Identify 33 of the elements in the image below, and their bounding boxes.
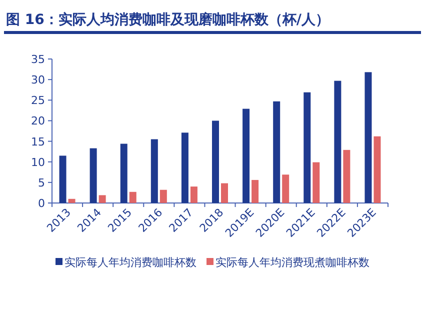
- bar: [150, 139, 158, 203]
- y-tick-label: 5: [38, 176, 45, 190]
- bar: [59, 156, 66, 203]
- bar: [120, 144, 128, 203]
- bar: [90, 148, 97, 203]
- bar: [181, 132, 188, 203]
- bar: [160, 190, 167, 203]
- bar: [252, 180, 259, 203]
- y-tick-label: 15: [31, 135, 45, 148]
- y-tick-label: 20: [31, 114, 45, 128]
- bar: [343, 150, 350, 203]
- chart-title: 图 16：实际人均消费咖啡及现磨咖啡杯数（杯/人）: [6, 11, 330, 28]
- bar: [304, 92, 311, 203]
- y-tick-label: 25: [31, 94, 45, 108]
- y-tick-label: 0: [38, 197, 45, 210]
- y-tick-label: 30: [31, 74, 45, 87]
- bar: [190, 186, 198, 203]
- bar: [273, 101, 280, 203]
- bar: [282, 174, 290, 203]
- bar: [129, 192, 136, 203]
- bar: [374, 136, 381, 203]
- bar: [212, 120, 219, 203]
- bar: [312, 162, 320, 203]
- y-tick-label: 35: [31, 53, 45, 66]
- bar: [334, 80, 342, 203]
- bar: [242, 108, 250, 203]
- legend-label: 实际每人年均消费咖啡杯数: [64, 256, 196, 269]
- bar: [98, 195, 106, 203]
- legend-label: 实际每人年均消费现煮咖啡杯数: [216, 256, 370, 269]
- bar: [364, 72, 372, 203]
- bar: [221, 183, 228, 203]
- bar: [68, 198, 76, 203]
- y-tick-label: 10: [31, 156, 45, 169]
